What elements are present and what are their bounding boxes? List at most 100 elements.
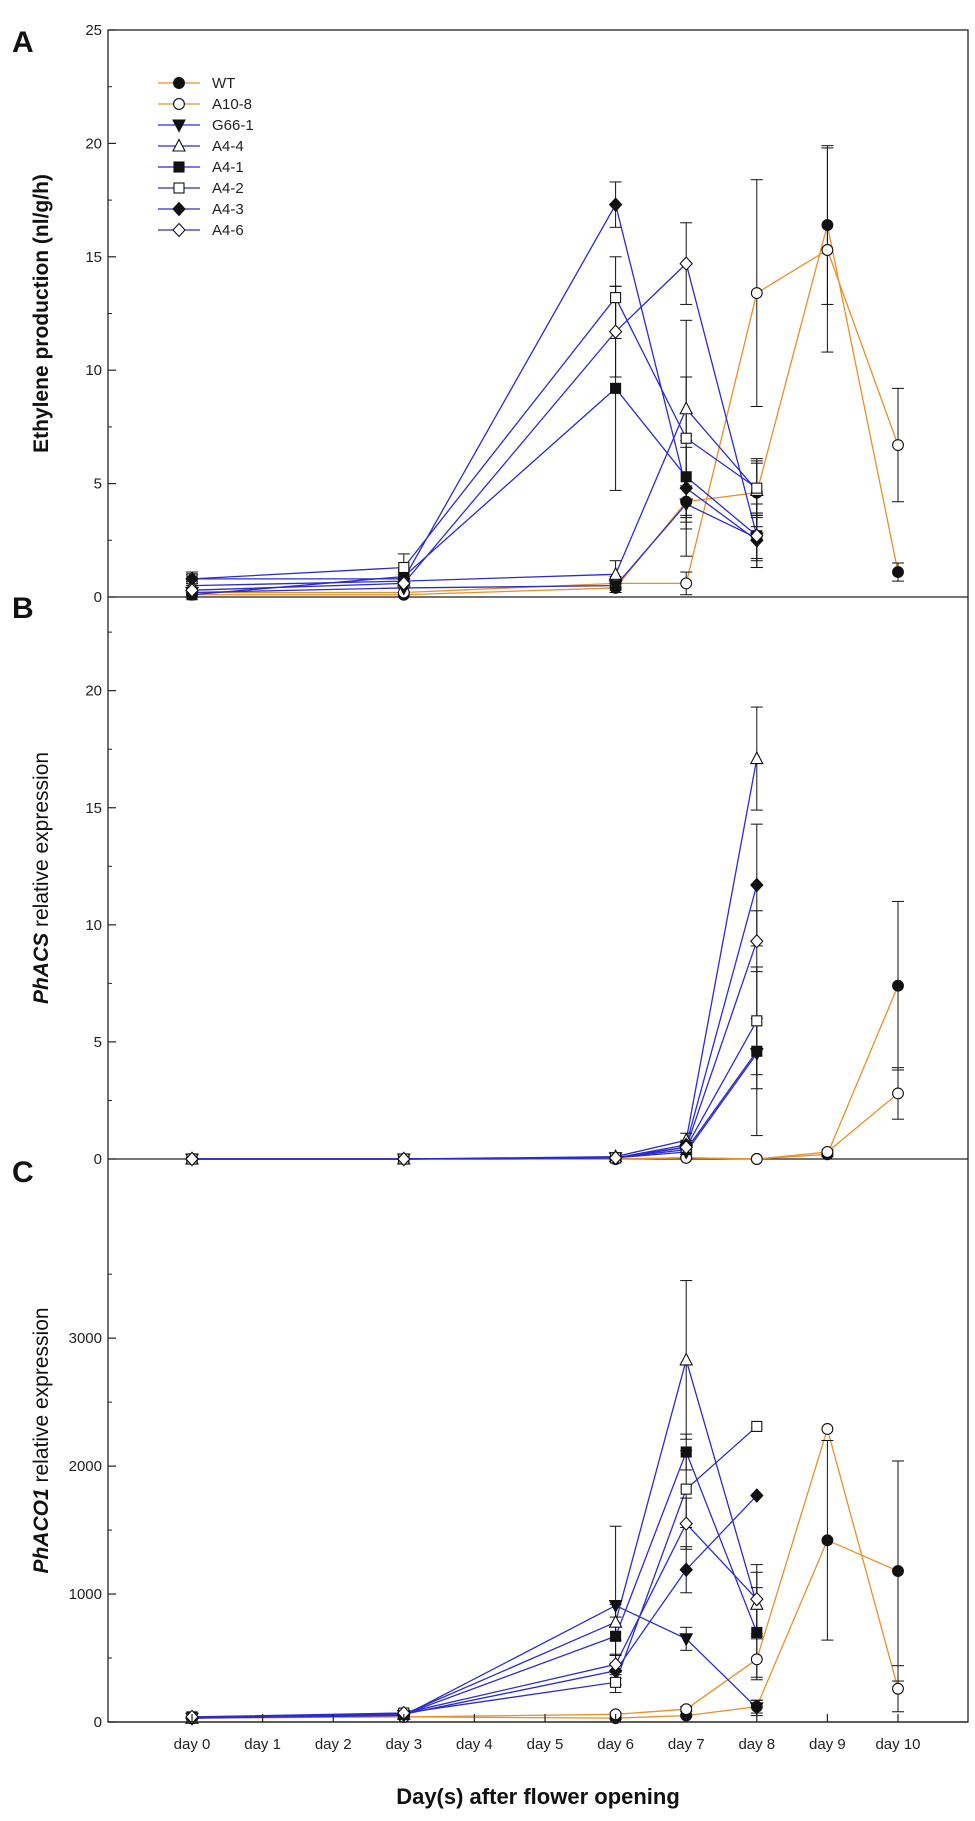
data-point-G66-1 [608, 580, 623, 594]
data-point-A10-8 [892, 1682, 904, 1695]
y-axis-label-rest: relative expression [30, 1307, 53, 1488]
data-point-A4-2 [751, 1015, 763, 1027]
series-line-A4-6 [192, 941, 758, 1160]
panel-letter-A: A [12, 26, 34, 59]
series-line-A4-4 [192, 758, 758, 1160]
x-axis-label: Day(s) after flower opening [396, 1784, 680, 1809]
series-line-A4-3 [192, 202, 758, 580]
data-point-WT [892, 566, 904, 579]
data-point-A4-6 [397, 576, 411, 591]
x-tick-label: day 2 [315, 1736, 352, 1753]
data-point-A10-8 [750, 1653, 763, 1666]
y-tick-label: 15 [85, 800, 102, 817]
y-tick-label: 0 [94, 1714, 102, 1731]
data-point-A4-4 [749, 750, 764, 765]
series-line-A4-4 [191, 1357, 758, 1719]
legend-marker-G66-1 [172, 119, 186, 133]
data-point-A4-1 [680, 1446, 692, 1458]
data-point-WT [821, 219, 834, 231]
legend-label-WT: WT [212, 75, 235, 92]
series-line-WT [191, 1539, 899, 1719]
panel-C: C 0 1000 2000 3000 PhACO1 relative expression [12, 1156, 968, 1731]
y-axis-label-gene: PhACS [30, 933, 53, 1004]
x-tick-label: day 9 [809, 1736, 846, 1753]
data-point-A4-4 [608, 1614, 623, 1628]
y-tick-label: 10 [85, 917, 102, 934]
series-line-A4-3 [192, 884, 758, 1160]
legend-label-A4-4: A4-4 [212, 138, 244, 155]
data-point-A4-6 [679, 1516, 693, 1531]
data-point-A4-6 [750, 1591, 764, 1607]
y-tick-label: 15 [85, 249, 102, 266]
y-tick-label: 3000 [69, 1330, 102, 1347]
series-line-A10-8 [192, 249, 899, 594]
legend-label-G66-1: G66-1 [212, 117, 254, 134]
series-line-A10-8 [192, 1092, 899, 1160]
data-point-A4-2 [680, 432, 692, 444]
data-point-A4-3 [750, 877, 764, 893]
series-line-A4-6 [191, 262, 758, 591]
legend-marker-A4-3 [172, 201, 186, 217]
legend-marker-A4-1 [173, 161, 185, 173]
data-point-A4-2 [751, 1420, 763, 1432]
data-point-A4-6 [185, 1151, 199, 1167]
legend-marker-A10-8 [173, 98, 185, 110]
data-point-A4-6 [185, 582, 199, 598]
data-point-A4-4 [608, 566, 623, 580]
y-tick-label: 2000 [69, 1458, 102, 1475]
data-point-A4-1 [610, 382, 622, 394]
data-point-A4-1 [680, 471, 692, 483]
series-line-G66-1 [191, 1604, 758, 1719]
series-line-A4-2 [192, 1020, 758, 1160]
series-group [185, 145, 904, 601]
data-point-A4-1 [610, 1630, 622, 1642]
y-tick-label: 5 [94, 476, 102, 493]
legend-label-A4-3: A4-3 [212, 201, 244, 218]
y-tick-label: 1000 [69, 1586, 102, 1603]
series-line-WT [192, 224, 899, 596]
legend: WT A10-8 G66-1 A4-4 A4-1 A4-2 A4-3 A4-6 [158, 75, 254, 239]
x-tick-label: day 1 [244, 1736, 281, 1753]
x-tick-label: day 4 [456, 1736, 493, 1753]
data-point-WT [821, 1534, 834, 1547]
data-point-G66-1 [608, 1600, 623, 1614]
series-line-A4-2 [191, 1425, 758, 1719]
x-tick-label: day 8 [738, 1736, 775, 1753]
y-axis-label-rest: relative expression [30, 752, 53, 933]
data-point-A4-2 [610, 292, 622, 304]
data-point-A10-8 [892, 1087, 904, 1100]
data-point-A10-8 [750, 287, 763, 300]
y-axis-label: PhACO1 relative expression [30, 1307, 53, 1573]
series-line-A4-4 [191, 407, 758, 587]
data-point-A4-6 [750, 528, 764, 544]
legend-label-A10-8: A10-8 [212, 96, 252, 113]
data-point-A4-2 [398, 561, 410, 574]
data-point-A4-4 [679, 1352, 694, 1366]
data-point-A4-6 [608, 1150, 623, 1166]
data-point-A10-8 [821, 244, 834, 256]
series-group [185, 1280, 904, 1726]
series-line-A4-2 [191, 296, 758, 580]
data-point-A4-6 [679, 256, 693, 271]
data-point-A4-2 [751, 482, 763, 494]
y-tick-label: 5 [94, 1034, 102, 1051]
data-point-A10-8 [821, 1146, 834, 1158]
panel-letter-B: B [12, 592, 34, 625]
x-tick-label: day 3 [385, 1736, 422, 1753]
series-group [185, 706, 904, 1167]
data-point-A4-3 [750, 1488, 764, 1503]
y-axis-label: PhACS relative expression [30, 752, 53, 1004]
plot-border [107, 29, 969, 1723]
data-point-G66-1 [749, 1702, 764, 1716]
series-line-A4-1 [191, 1450, 758, 1718]
data-point-A10-8 [821, 1423, 834, 1435]
legend-label-A4-6: A4-6 [212, 222, 244, 239]
y-tick-label: 25 [85, 22, 102, 39]
legend-marker-A4-2 [173, 182, 185, 194]
axes-frame: day 0 day 1 day 2 day 3 day 4 day 5 day 6 day 7… [107, 29, 969, 1809]
y-axis-label-gene: PhACO1 [30, 1488, 53, 1573]
data-point-A10-8 [680, 577, 693, 590]
legend-marker-WT [173, 77, 185, 89]
data-point-WT [892, 1565, 904, 1577]
